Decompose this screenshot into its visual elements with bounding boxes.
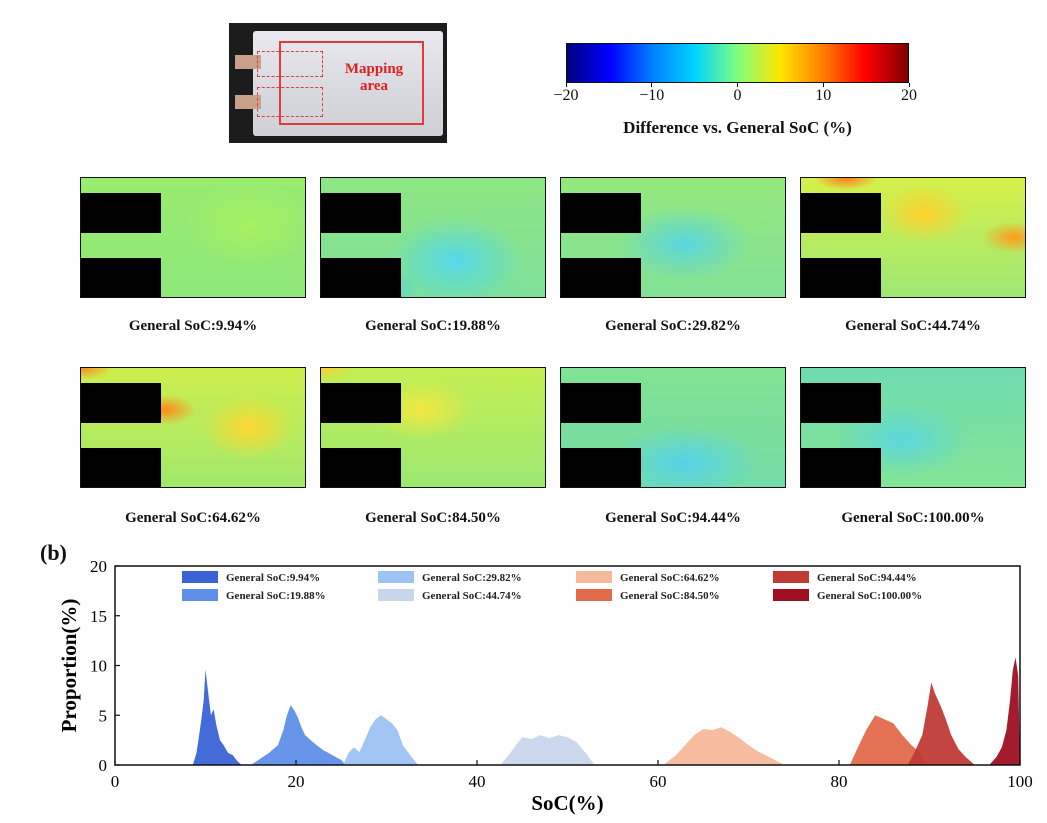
soc-map-label: General SoC:29.82% [605, 318, 741, 334]
x-tick-label: 60 [650, 772, 667, 791]
tab-block-lower [801, 258, 881, 297]
panel-b-tag: (b) [40, 540, 67, 565]
y-axis-label: Proportion(%) [57, 599, 81, 733]
y-tick-label: 0 [99, 756, 108, 775]
soc-map-label: General SoC:84.50% [365, 510, 501, 526]
colorbar-tick-mark [822, 83, 824, 87]
colorbar-tick-mark [651, 83, 653, 87]
tab-block-upper [321, 193, 401, 233]
lower-tab-dashed-region [257, 87, 323, 117]
tab-block-upper [801, 193, 881, 233]
colorbar-tick-label: 0 [733, 87, 742, 104]
mapping-area-label: Mapping area [344, 61, 404, 94]
soc-map-panel [800, 177, 1026, 298]
soc-map-label: General SoC:19.88% [365, 318, 501, 334]
soc-map-panel [80, 367, 306, 488]
colorbar [566, 43, 909, 83]
upper-tab-dashed-region [257, 51, 323, 77]
soc-map-label: General SoC:100.00% [841, 510, 985, 526]
series-area-2 [343, 715, 419, 765]
colorbar-tick-mark [908, 83, 910, 87]
soc-map-panel [560, 177, 786, 298]
tab-block-lower [81, 448, 161, 487]
legend-label: General SoC:64.62% [620, 572, 720, 584]
x-axis-label: SoC(%) [531, 791, 603, 815]
y-tick-label: 15 [90, 607, 107, 626]
series-area-6 [907, 682, 975, 765]
series-area-4 [663, 727, 785, 765]
legend-label: General SoC:29.82% [422, 572, 522, 584]
y-tick-label: 20 [90, 557, 107, 576]
cell-photo: Mapping area [229, 23, 447, 143]
legend-swatch [182, 589, 218, 601]
colorbar-tick-mark [737, 83, 738, 87]
y-tick-label: 10 [90, 657, 107, 676]
legend-label: General SoC:9.94% [226, 572, 320, 584]
tab-block-upper [561, 193, 641, 233]
series-area-1 [250, 705, 346, 765]
series-area-7 [989, 657, 1020, 765]
colorbar-tick-label: 10 [815, 87, 832, 104]
colorbar-tick-label: −10 [639, 87, 665, 104]
plot-frame [114, 565, 1021, 766]
pouch-cell [253, 31, 443, 136]
series-area-0 [192, 669, 242, 765]
x-tick-label: 20 [288, 772, 305, 791]
soc-map-panel [560, 367, 786, 488]
soc-map-label: General SoC:9.94% [128, 318, 258, 334]
legend-swatch [182, 571, 218, 583]
legend-swatch [576, 589, 612, 601]
x-tick-label: 40 [469, 772, 486, 791]
cell-tab-lower [235, 95, 261, 109]
tab-block-upper [561, 383, 641, 423]
soc-map-label: General SoC:44.74% [845, 318, 981, 334]
series-area-5 [849, 715, 926, 765]
legend-swatch [576, 571, 612, 583]
colorbar-tick-mark [565, 83, 567, 87]
x-tick-label: 100 [1007, 772, 1033, 791]
mapping-area-frame [279, 41, 424, 125]
tab-block-upper [801, 383, 881, 423]
colorbar-tick-label: 20 [901, 87, 917, 104]
tab-block-lower [321, 448, 401, 487]
x-tick-label: 0 [111, 772, 120, 791]
tab-block-lower [801, 448, 881, 487]
tab-block-lower [321, 258, 401, 297]
soc-map-panel [320, 177, 546, 298]
x-tick-label: 80 [831, 772, 848, 791]
legend-swatch [773, 571, 809, 583]
soc-map-panel [800, 367, 1026, 488]
series-area-3 [500, 735, 595, 765]
legend-swatch [378, 589, 414, 601]
soc-map-label: General SoC:64.62% [125, 510, 261, 526]
legend-label: General SoC:84.50% [620, 590, 720, 602]
colorbar-tick-label: −20 [553, 87, 579, 104]
legend-label: General SoC:100.00% [817, 590, 922, 602]
legend-label: General SoC:44.74% [422, 590, 522, 602]
colorbar-label: Difference vs. General SoC (%) [623, 118, 852, 137]
soc-map-panel [320, 367, 546, 488]
soc-map-panel [80, 177, 306, 298]
tab-block-lower [561, 258, 641, 297]
tab-block-upper [81, 193, 161, 233]
tab-block-lower [81, 258, 161, 297]
tab-block-upper [81, 383, 161, 423]
legend-label: General SoC:94.44% [817, 572, 917, 584]
legend-swatch [773, 589, 809, 601]
tab-block-upper [321, 383, 401, 423]
legend-label: General SoC:19.88% [226, 590, 326, 602]
legend-swatch [378, 571, 414, 583]
cell-tab-upper [235, 55, 261, 69]
soc-map-label: General SoC:94.44% [605, 510, 741, 526]
y-tick-label: 5 [99, 706, 108, 725]
tab-block-lower [561, 448, 641, 487]
